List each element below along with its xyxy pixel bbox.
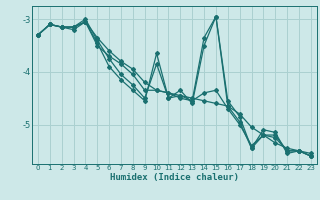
X-axis label: Humidex (Indice chaleur): Humidex (Indice chaleur) [110, 173, 239, 182]
